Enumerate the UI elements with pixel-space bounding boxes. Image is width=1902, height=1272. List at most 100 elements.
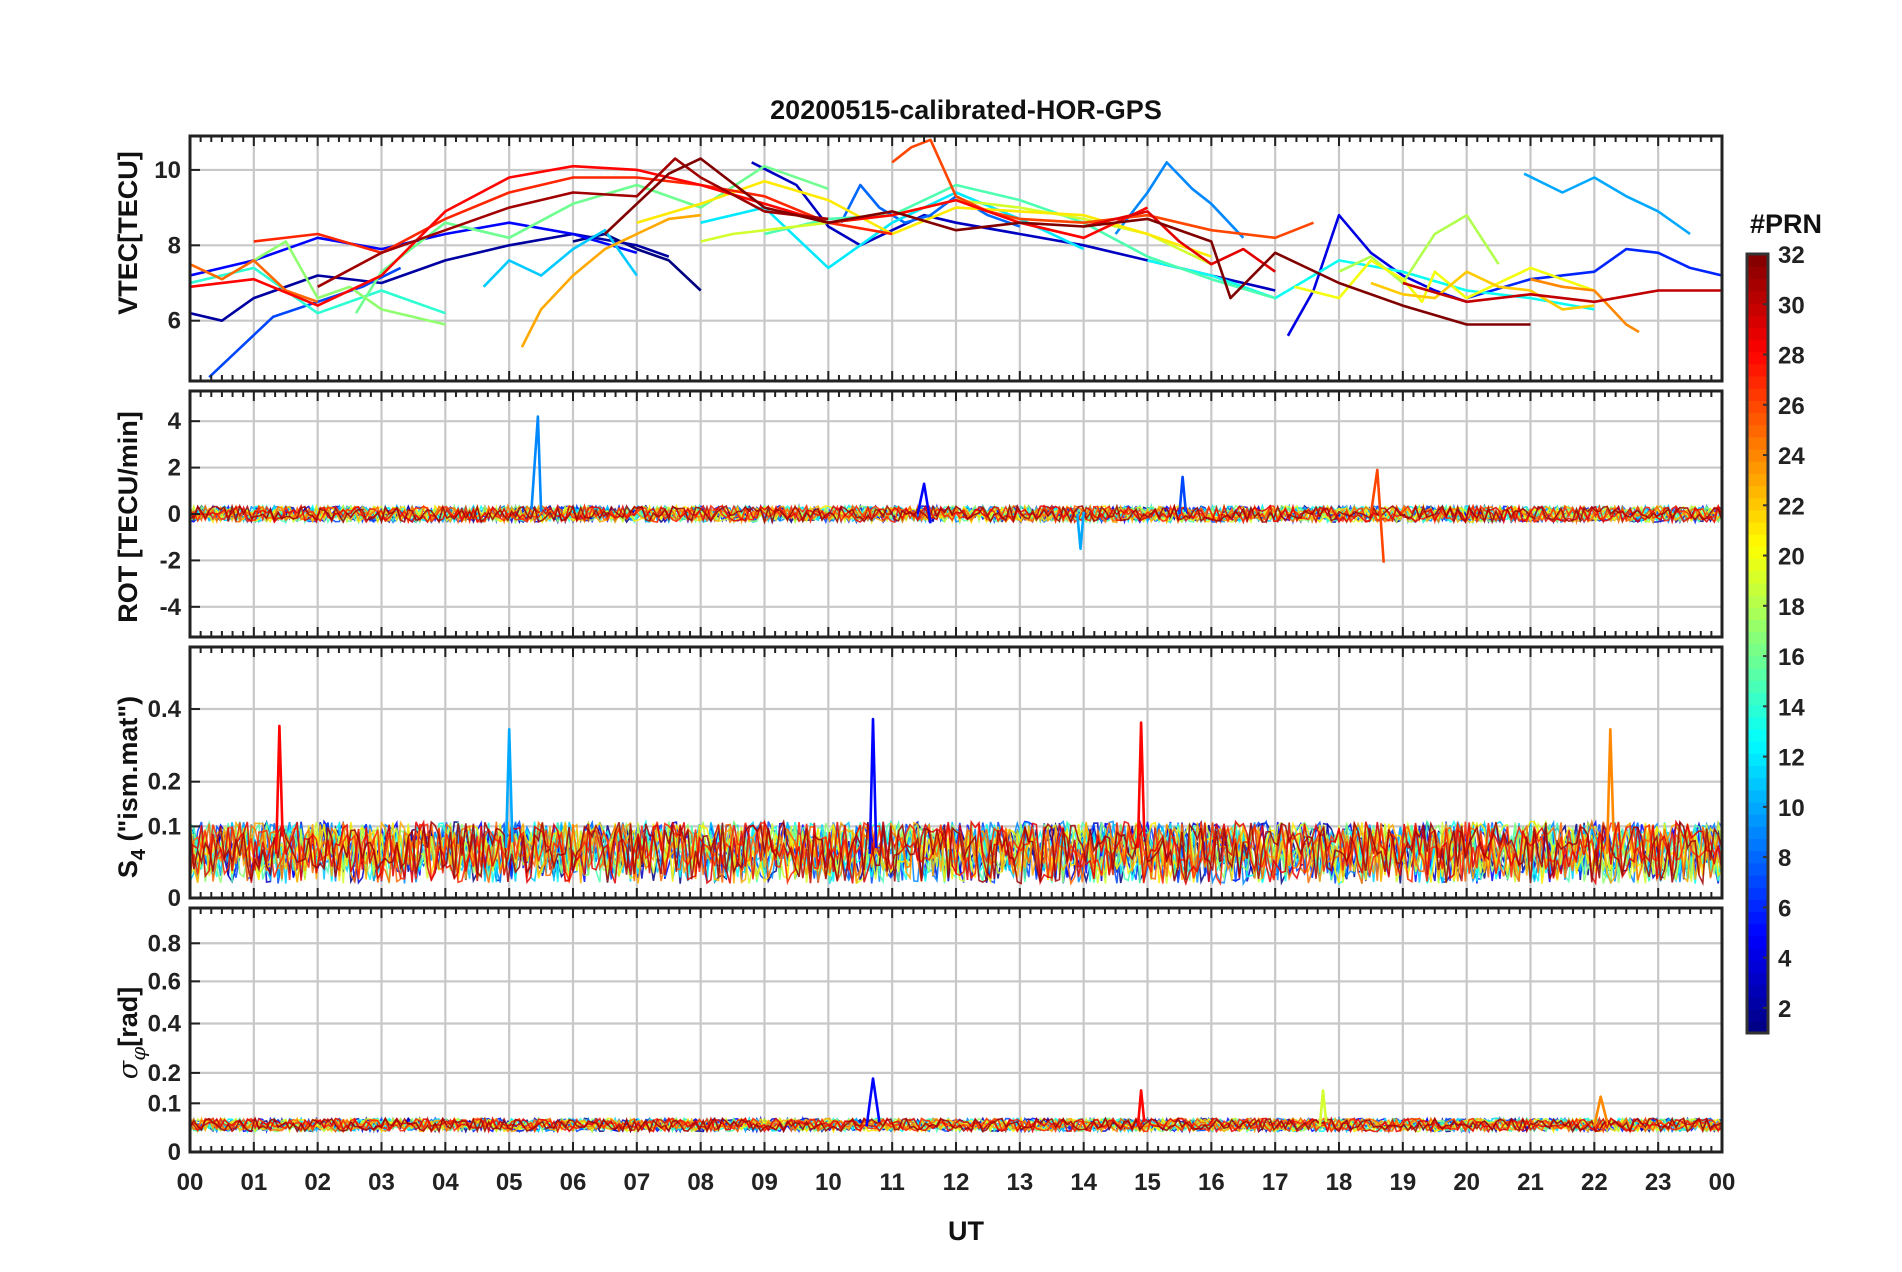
x-tick-label: 06: [560, 1169, 587, 1196]
colorbar-swatch: [1747, 704, 1768, 718]
panel-series-group: [190, 717, 1722, 887]
colorbar-tick-label: 2: [1778, 996, 1791, 1023]
colorbar-swatch: [1747, 826, 1768, 840]
panel-series-group: [190, 1077, 1722, 1135]
colorbar-swatch: [1747, 460, 1768, 474]
colorbar-tick-label: 24: [1778, 443, 1805, 470]
y-tick-label: 2: [168, 455, 181, 482]
colorbar-swatch: [1747, 655, 1768, 669]
x-tick-label: 03: [368, 1169, 395, 1196]
sigma-phi-y-axis-label: σφ[rad]: [113, 987, 150, 1079]
x-tick-label: 20: [1453, 1169, 1480, 1196]
colorbar-swatch: [1747, 1008, 1768, 1022]
series-line-prn-26: [891, 138, 1314, 240]
colorbar-swatch: [1747, 996, 1768, 1010]
panel-s4: S4 ("ism.mat"): [113, 696, 150, 878]
colorbar-swatch: [1747, 594, 1768, 608]
colorbar-swatch: [1747, 375, 1768, 389]
colorbar-swatch: [1747, 387, 1768, 401]
colorbar-swatch: [1747, 619, 1768, 633]
colorbar-swatch: [1747, 959, 1768, 973]
y-tick-label: 0.4: [148, 1011, 182, 1038]
noise-trace: [190, 1116, 1722, 1134]
y-tick-label: 0: [168, 885, 181, 912]
panel-rot: ROT [TECU/min]: [113, 411, 143, 622]
x-tick-label: 02: [304, 1169, 331, 1196]
colorbar-title: #PRN: [1750, 209, 1822, 239]
x-tick-label: 12: [943, 1169, 970, 1196]
colorbar-swatch: [1747, 740, 1768, 754]
colorbar-swatch: [1747, 521, 1768, 535]
colorbar-swatch: [1747, 424, 1768, 438]
colorbar-tick-label: 6: [1778, 895, 1791, 922]
series-line-prn-5: [916, 482, 932, 524]
colorbar-swatch: [1747, 813, 1768, 827]
colorbar-swatch: [1747, 631, 1768, 645]
colorbar-swatch: [1747, 558, 1768, 572]
colorbar-tick-label: 22: [1778, 493, 1805, 520]
panel-sigma-phi: σφ[rad]: [113, 987, 150, 1079]
panel-vtec: VTEC[TECU]: [113, 151, 143, 315]
x-tick-label: 16: [1198, 1169, 1225, 1196]
y-tick-label: 4: [168, 408, 182, 435]
colorbar-swatch: [1747, 327, 1768, 341]
colorbar-swatch: [1747, 351, 1768, 365]
series-line-prn-22: [1370, 270, 1595, 311]
colorbar-swatch: [1747, 497, 1768, 511]
x-tick-label: 10: [815, 1169, 842, 1196]
colorbar-swatch: [1747, 570, 1768, 584]
colorbar-swatch: [1747, 862, 1768, 876]
colorbar-swatch: [1747, 947, 1768, 961]
x-tick-label: 07: [623, 1169, 650, 1196]
series-line-prn-28: [190, 164, 1149, 307]
x-tick-label: 21: [1517, 1169, 1544, 1196]
colorbar-swatch: [1747, 266, 1768, 280]
colorbar-swatch: [1747, 789, 1768, 803]
colorbar-swatch: [1747, 850, 1768, 864]
y-tick-label: -4: [160, 594, 182, 621]
y-tick-label: 0.1: [148, 1090, 181, 1117]
colorbar-swatch: [1747, 886, 1768, 900]
colorbar-swatch: [1747, 436, 1768, 450]
noise-trace: [190, 503, 1722, 525]
colorbar-swatch: [1747, 533, 1768, 547]
colorbar-tick-label: 26: [1778, 393, 1805, 420]
x-tick-label: 17: [1262, 1169, 1289, 1196]
series-line-prn-23: [520, 213, 701, 348]
x-tick-label: 19: [1389, 1169, 1416, 1196]
series-line-prn-31: [317, 157, 829, 288]
y-tick-label: -2: [160, 547, 181, 574]
colorbar-swatch: [1747, 546, 1768, 560]
colorbar-swatch: [1747, 667, 1768, 681]
x-tick-label: 18: [1326, 1169, 1353, 1196]
colorbar-swatch: [1747, 278, 1768, 292]
colorbar-swatch: [1747, 716, 1768, 730]
series-line-prn-28: [1136, 721, 1146, 848]
x-tick-label: 15: [1134, 1169, 1161, 1196]
x-tick-label: 05: [496, 1169, 523, 1196]
series-line-prn-11: [482, 228, 638, 288]
series-line-prn-10: [1523, 172, 1691, 236]
series-line-prn-24: [1593, 1095, 1609, 1127]
colorbar-tick-label: 18: [1778, 594, 1805, 621]
colorbar-swatch: [1747, 339, 1768, 353]
series-line-prn-2: [190, 232, 670, 322]
x-tick-label: 14: [1070, 1169, 1097, 1196]
colorbar-swatch: [1747, 753, 1768, 767]
x-tick-label: 08: [687, 1169, 714, 1196]
colorbar-tick-label: 20: [1778, 544, 1805, 571]
colorbar-swatch: [1747, 874, 1768, 888]
y-tick-label: 0: [168, 1139, 181, 1166]
colorbar-swatch: [1747, 728, 1768, 742]
colorbar-swatch: [1747, 448, 1768, 462]
series-line-prn-18: [1338, 213, 1500, 285]
y-tick-label: 0.2: [148, 769, 181, 796]
colorbar-swatch: [1747, 254, 1768, 267]
series-line-prn-32: [604, 157, 1531, 326]
colorbar-swatch: [1747, 412, 1768, 426]
colorbar-swatch: [1747, 935, 1768, 949]
colorbar-swatch: [1747, 302, 1768, 316]
y-tick-label: 0.6: [148, 968, 181, 995]
